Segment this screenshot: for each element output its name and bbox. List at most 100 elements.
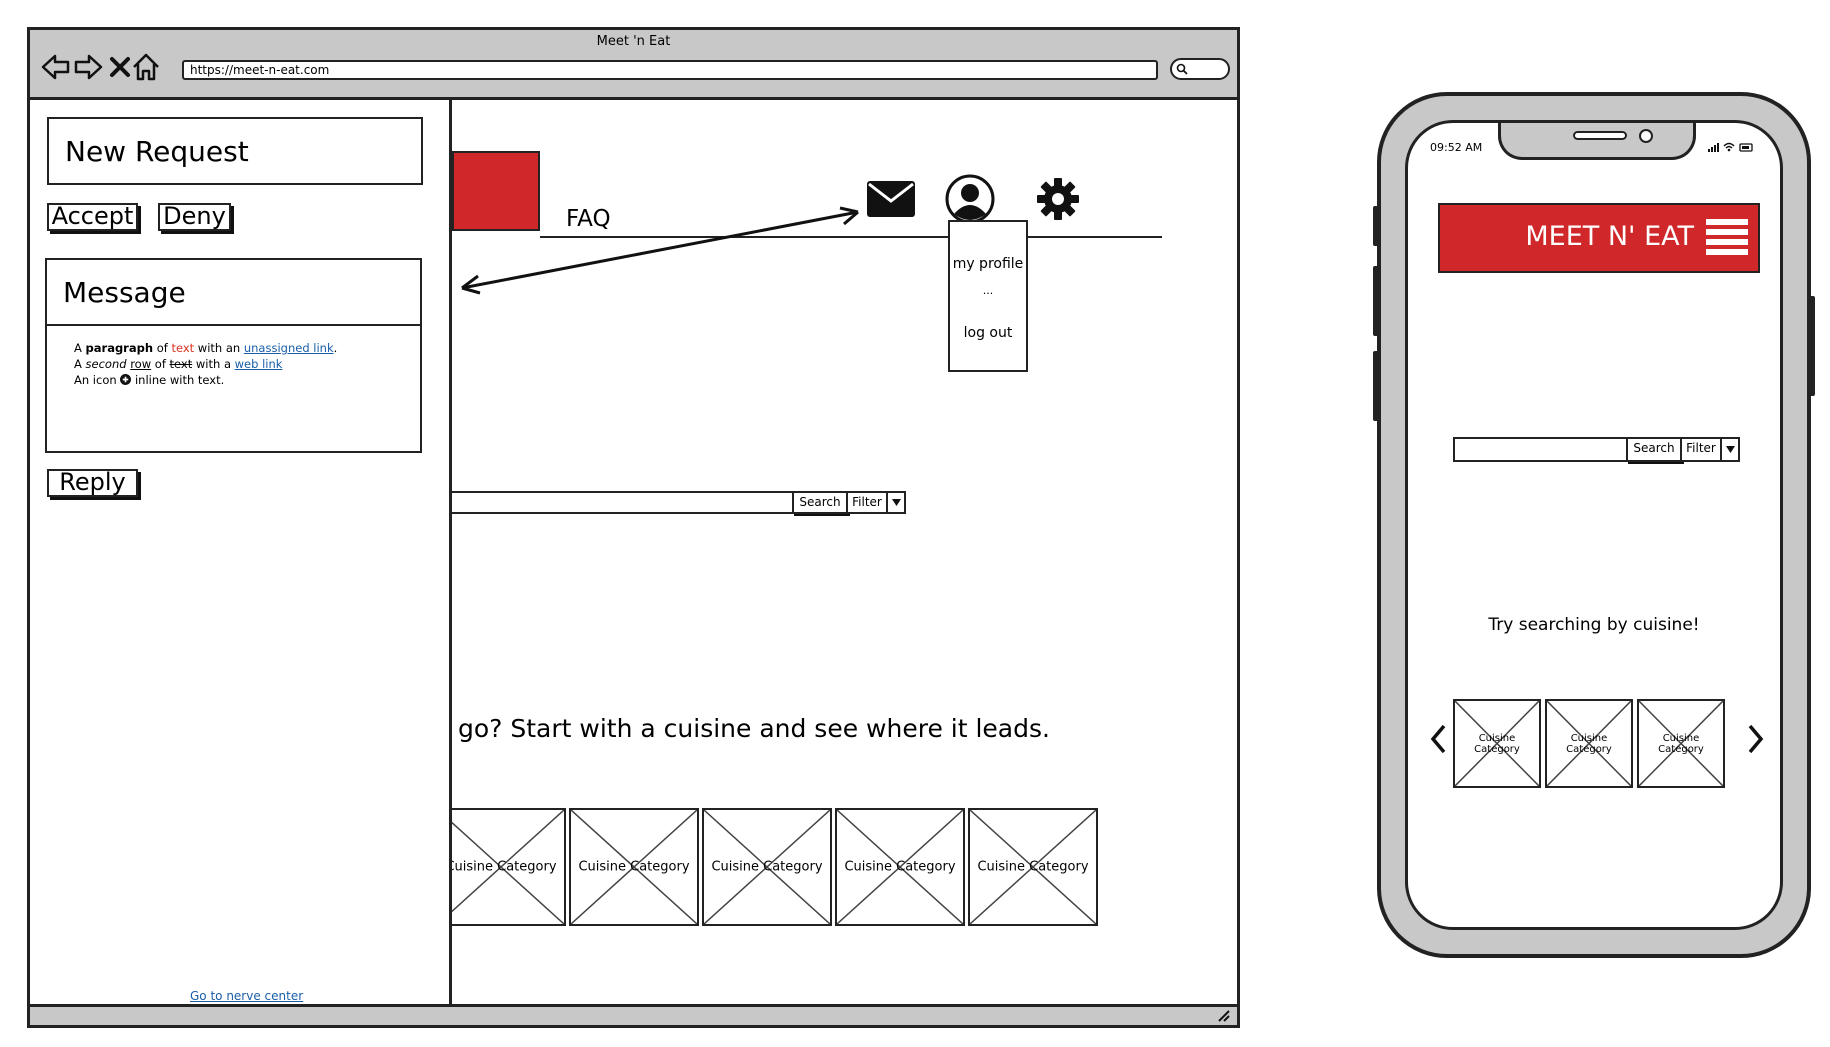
image-placeholder-icon (970, 810, 1096, 924)
text-run-underline: row (130, 357, 152, 371)
request-side-panel: New Request Accept Deny Message A paragr… (30, 100, 452, 1004)
cuisine-category-card[interactable]: Cuisine Category (569, 808, 699, 926)
phone-search-input[interactable] (1453, 437, 1628, 462)
nerve-center-link[interactable]: Go to nerve center (190, 989, 304, 1003)
main-filter-button[interactable]: Filter (846, 491, 888, 514)
image-placeholder-icon (571, 810, 697, 924)
cuisine-category-label: Cuisine Category (711, 859, 823, 875)
cuisine-category-label: Cuisine Category (445, 859, 557, 875)
plus-circle-icon (120, 374, 132, 385)
text-run-strikethrough: text (169, 357, 193, 371)
mail-icon[interactable] (866, 179, 916, 219)
phone-cuisine-category-card[interactable]: Cuisine Category (1545, 699, 1633, 788)
browser-window: Meet 'n Eat https://meet-n-eat.com FAQ (27, 27, 1240, 1028)
window-title: Meet 'n Eat (596, 34, 671, 49)
nav-divider (540, 236, 1162, 238)
camera-icon (1639, 129, 1653, 143)
phone-frame: 09:52 AM MEET N' EAT Search Filter Try s… (1373, 92, 1815, 958)
accept-button[interactable]: Accept (47, 203, 138, 231)
cuisine-category-label: Cuisine Category (1658, 732, 1704, 755)
cuisine-category-card[interactable]: Cuisine Category (702, 808, 832, 926)
text-run: A (74, 357, 86, 371)
relation-arrow (461, 206, 859, 295)
unassigned-link[interactable]: unassigned link (243, 341, 334, 355)
phone-cuisine-category-card[interactable]: Cuisine Category (1453, 699, 1541, 788)
phone-cuisine-category-card[interactable]: Cuisine Category (1637, 699, 1725, 788)
image-placeholder-icon (438, 810, 564, 924)
message-line-3: An icon inline with text. (74, 372, 414, 388)
menu-item-ellipsis: ... (982, 284, 994, 297)
message-line-1: A paragraph of text with an unassigned l… (74, 340, 414, 356)
image-placeholder-icon (837, 810, 963, 924)
text-run: of (151, 357, 170, 371)
forward-arrow-icon[interactable] (72, 51, 104, 83)
cuisine-category-label: Cuisine Category (578, 859, 690, 875)
resize-grip-icon[interactable] (1217, 1010, 1231, 1022)
browser-search-field[interactable] (1170, 58, 1230, 80)
phone-notch (1498, 123, 1696, 160)
phone-search-prompt: Try searching by cuisine! (1488, 615, 1700, 635)
phone-side-button (1809, 296, 1815, 396)
url-bar[interactable]: https://meet-n-eat.com (182, 60, 1158, 80)
browser-titlebar: Meet 'n Eat https://meet-n-eat.com (30, 30, 1237, 100)
text-run: . (333, 341, 338, 355)
text-run: of (153, 341, 172, 355)
close-icon[interactable] (104, 51, 136, 83)
text-run-bold: paragraph (85, 341, 154, 355)
cuisine-category-card[interactable]: Cuisine Category (436, 808, 566, 926)
deny-button[interactable]: Deny (158, 203, 231, 231)
cuisine-category-label: Cuisine Category (977, 859, 1089, 875)
phone-side-button (1373, 266, 1379, 336)
web-link[interactable]: web link (234, 357, 283, 371)
cuisine-tagline: go? Start with a cuisine and see where i… (458, 714, 1050, 743)
image-placeholder-icon (704, 810, 830, 924)
profile-icon[interactable] (945, 174, 995, 224)
home-icon[interactable] (130, 51, 162, 83)
message-panel: Message A paragraph of text with an unas… (45, 258, 422, 453)
phone-filter-button[interactable]: Filter (1680, 437, 1722, 462)
phone-filter-dropdown[interactable] (1720, 437, 1740, 462)
main-search-button[interactable]: Search (792, 491, 848, 514)
phone-side-button (1373, 206, 1379, 246)
message-line-2: A second row of text with a web link (74, 356, 414, 372)
search-icon (1176, 63, 1188, 75)
image-placeholder-icon (1455, 701, 1539, 786)
phone-screen: 09:52 AM MEET N' EAT Search Filter Try s… (1405, 120, 1783, 930)
carousel-next-chevron-icon[interactable] (1746, 723, 1766, 755)
browser-statusbar (30, 1004, 1237, 1025)
phone-search-bar: Search Filter (1453, 437, 1742, 462)
text-run: with a (192, 357, 235, 371)
profile-dropdown-menu: my profile ... log out (948, 220, 1028, 372)
reply-button[interactable]: Reply (47, 469, 138, 497)
back-arrow-icon[interactable] (40, 51, 72, 83)
message-body: A paragraph of text with an unassigned l… (74, 340, 414, 388)
new-request-heading: New Request (47, 117, 423, 185)
settings-gear-icon[interactable] (1036, 177, 1080, 221)
cuisine-category-card[interactable]: Cuisine Category (968, 808, 1098, 926)
site-logo[interactable] (452, 151, 540, 231)
phone-brand-title: MEET N' EAT (1525, 221, 1694, 252)
phone-search-button[interactable]: Search (1626, 437, 1682, 462)
text-run-italic: second (85, 357, 127, 371)
menu-item-log-out[interactable]: log out (963, 325, 1013, 341)
status-icons (1708, 142, 1753, 152)
chevron-down-icon (892, 499, 901, 506)
main-search-bar: Search Filter (452, 491, 906, 514)
phone-side-button (1373, 351, 1379, 421)
menu-item-my-profile[interactable]: my profile (952, 256, 1024, 272)
main-filter-dropdown[interactable] (886, 491, 906, 514)
image-placeholder-icon (1547, 701, 1631, 786)
text-run: with an (194, 341, 244, 355)
speaker-grille (1573, 131, 1627, 140)
text-run: An icon (74, 373, 121, 387)
text-run: inline with text. (131, 373, 225, 387)
hamburger-menu-icon[interactable] (1704, 217, 1750, 257)
cuisine-category-card[interactable]: Cuisine Category (835, 808, 965, 926)
text-run-red: text (171, 341, 195, 355)
cuisine-category-label: Cuisine Category (844, 859, 956, 875)
phone-header-banner: MEET N' EAT (1438, 203, 1760, 273)
image-placeholder-icon (1639, 701, 1723, 786)
nav-faq-link[interactable]: FAQ (566, 206, 611, 232)
main-search-input[interactable] (452, 491, 818, 514)
carousel-prev-chevron-icon[interactable] (1428, 723, 1448, 755)
